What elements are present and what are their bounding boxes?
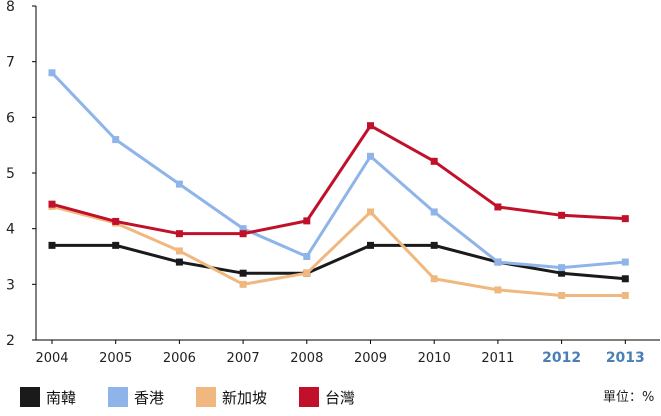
legend-item-singapore: 新加坡: [196, 387, 267, 408]
data-point: [239, 280, 247, 288]
x-tick-label: 2013: [606, 350, 645, 366]
x-tick-label: 2012: [542, 350, 581, 366]
x-tick-label: 2005: [99, 351, 132, 366]
legend-item-taiwan: 台灣: [299, 387, 355, 408]
unit-label: 單位：%: [603, 390, 655, 405]
data-point: [558, 211, 566, 219]
legend-swatch-taiwan: [299, 387, 320, 407]
y-tick-label: 3: [6, 277, 15, 293]
legend-label-taiwan: 台灣: [325, 388, 356, 407]
data-point: [48, 241, 56, 249]
x-tick-label: 2004: [35, 351, 68, 366]
data-point: [558, 269, 566, 277]
y-tick-label: 6: [6, 110, 15, 126]
data-point: [367, 152, 374, 160]
data-point: [239, 225, 247, 233]
data-point: [494, 203, 502, 211]
data-point: [621, 291, 629, 299]
series-line: [52, 243, 626, 281]
data-point: [303, 217, 311, 225]
x-tick-label: 2007: [227, 351, 260, 366]
data-point: [367, 208, 374, 216]
legend-label-singapore: 新加坡: [222, 388, 268, 407]
x-tick-label: 2010: [418, 351, 451, 366]
legend-item-korea: 南韓: [20, 387, 76, 408]
series-0: [48, 241, 629, 283]
y-tick-label: 2: [6, 333, 15, 349]
data-point: [430, 208, 438, 216]
data-point: [430, 275, 438, 283]
data-point: [494, 258, 502, 266]
legend-label-hongkong: 香港: [134, 388, 165, 407]
data-point: [303, 253, 311, 260]
data-point: [367, 241, 374, 249]
data-point: [48, 69, 56, 77]
chart-series: [48, 69, 629, 299]
data-point: [239, 269, 247, 277]
series-1: [48, 69, 629, 272]
data-point: [175, 180, 183, 188]
series-line: [51, 124, 626, 236]
chart-legend: 南韓 香港 新加坡 台灣: [20, 386, 387, 408]
data-point: [175, 247, 183, 255]
data-point: [48, 200, 56, 208]
data-point: [303, 269, 311, 277]
y-tick-label: 7: [6, 55, 15, 71]
data-point: [558, 264, 566, 272]
series-2: [48, 202, 629, 299]
data-point: [175, 230, 183, 238]
x-tick-label: 2006: [163, 351, 196, 366]
data-point: [430, 157, 438, 165]
data-point: [621, 215, 629, 223]
data-point: [175, 258, 183, 266]
legend-label-korea: 南韓: [46, 388, 77, 407]
legend-swatch-hongkong: [108, 387, 129, 407]
y-tick-label: 4: [6, 222, 15, 238]
data-point: [558, 291, 566, 299]
series-line: [50, 71, 626, 270]
y-tick-label: 8: [6, 0, 15, 15]
x-tick-label: 2009: [354, 351, 387, 366]
data-point: [621, 275, 629, 283]
data-point: [112, 136, 120, 144]
legend-swatch-korea: [20, 387, 40, 407]
data-point: [367, 122, 374, 130]
legend-item-hongkong: 香港: [108, 387, 164, 408]
data-point: [494, 286, 502, 294]
data-point: [112, 241, 120, 249]
chart-axes: [35, 6, 660, 341]
legend-swatch-singapore: [196, 387, 217, 407]
x-axis-ticks: 2004 2005 2006 2007 2008 2009 2010 2011 2012 2013: [35, 340, 645, 366]
y-tick-label: 5: [6, 166, 15, 182]
x-tick-label: 2008: [290, 351, 323, 366]
x-tick-label: 2011: [481, 351, 514, 366]
data-point: [112, 217, 120, 225]
y-axis-ticks: 2 3 4 5 6 7 8: [6, 0, 36, 349]
data-point: [430, 241, 438, 249]
data-point: [621, 258, 629, 266]
series-line: [51, 204, 626, 297]
data-point: [239, 230, 247, 238]
series-3: [48, 122, 629, 238]
